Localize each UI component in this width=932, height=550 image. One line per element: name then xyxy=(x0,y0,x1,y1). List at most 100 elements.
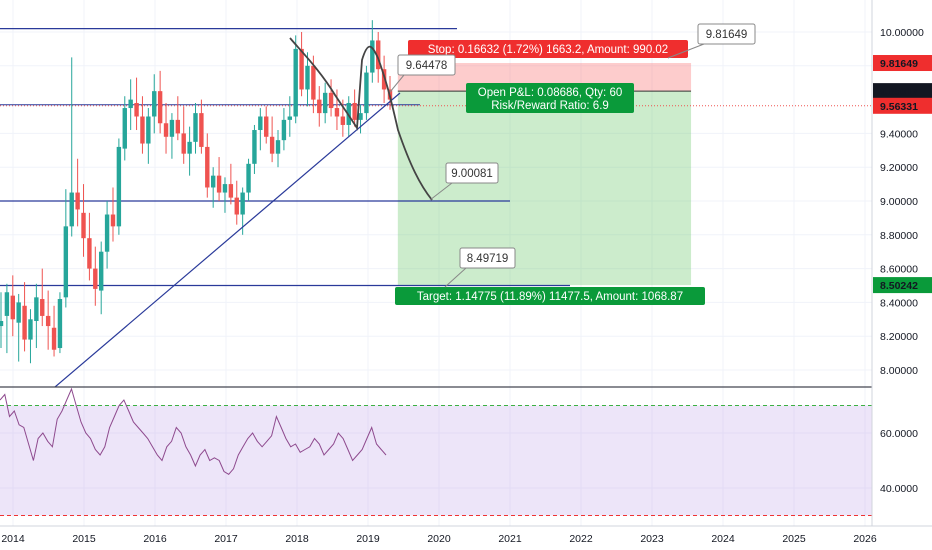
price-badge-label: 8.50242 xyxy=(880,280,918,292)
callout-pointer xyxy=(389,74,405,93)
candle-body xyxy=(87,238,92,269)
time-tick-label: 2023 xyxy=(640,533,664,545)
target-zone xyxy=(397,91,692,286)
trend-line xyxy=(54,92,401,387)
candle-body xyxy=(45,315,51,327)
position-labels: Stop: 0.16632 (1.72%) 1663.2, Amount: 99… xyxy=(389,23,756,305)
price-badge xyxy=(873,55,932,72)
candle-body xyxy=(328,92,334,109)
callout-label-bg xyxy=(397,54,456,76)
price-tick-label: 8.60000 xyxy=(880,264,918,276)
callout-label-bg xyxy=(459,247,516,269)
candle-body xyxy=(128,99,133,109)
candle-body xyxy=(205,146,210,188)
callout-pointer xyxy=(667,43,705,59)
candle-body xyxy=(0,320,4,327)
candle-body xyxy=(275,140,281,154)
time-tick-label: 2018 xyxy=(285,533,309,545)
candle-body xyxy=(358,113,363,120)
candle-body xyxy=(299,48,304,90)
candle-body xyxy=(305,65,310,90)
time-tick-label: 2019 xyxy=(356,533,380,545)
callout-label-bg xyxy=(697,23,756,45)
callout-label: 9.81649 xyxy=(706,29,748,41)
candle-body xyxy=(175,119,181,134)
candle-body xyxy=(93,268,98,289)
time-tick-label: 2014 xyxy=(1,533,25,545)
candle-body xyxy=(228,184,234,198)
candle-body xyxy=(199,113,204,147)
candle-body xyxy=(104,214,110,252)
candle-body xyxy=(376,40,381,70)
candle-body xyxy=(364,72,369,114)
candle-body xyxy=(234,197,239,215)
rsi-pane xyxy=(0,386,872,516)
candle-body xyxy=(252,130,257,164)
time-tick-label: 2026 xyxy=(853,533,877,545)
callout-pointer xyxy=(429,182,453,201)
candle-body xyxy=(216,175,222,193)
pnl-label-bg xyxy=(466,83,634,113)
callout-label-bg xyxy=(445,162,499,184)
candle-body xyxy=(134,102,139,117)
candle-body xyxy=(169,119,175,137)
candle-body xyxy=(157,91,163,124)
candle-body xyxy=(34,297,39,321)
candle-body xyxy=(57,299,63,349)
price-tick-label: 8.40000 xyxy=(880,297,918,309)
candle-body xyxy=(81,212,86,239)
candle-body xyxy=(4,292,10,316)
price-badge xyxy=(873,277,932,294)
candle-body xyxy=(152,91,157,117)
candle-body xyxy=(311,65,316,100)
candle-body xyxy=(287,116,293,120)
pnl-label: Open P&L: 0.08686, Qty: 60 xyxy=(478,87,623,99)
candle-body xyxy=(163,123,169,137)
candle-body xyxy=(240,192,245,215)
candle-body xyxy=(51,327,57,350)
time-tick-label: 2015 xyxy=(72,533,96,545)
price-badge xyxy=(873,83,932,100)
candle-body xyxy=(116,146,122,227)
candle-body xyxy=(281,119,287,141)
target-label-bg xyxy=(395,287,705,305)
risk-reward-label: Risk/Reward Ratio: 6.9 xyxy=(491,100,609,112)
candle-series xyxy=(0,20,393,364)
horizontal-levels xyxy=(0,28,872,287)
candle-body xyxy=(28,319,33,340)
projection-path xyxy=(289,37,433,201)
time-tick-label: 2016 xyxy=(143,533,167,545)
callout-label: 8.49719 xyxy=(467,253,509,265)
time-tick-label: 2020 xyxy=(427,533,451,545)
candle-body xyxy=(246,163,251,193)
price-tick-label: 9.00000 xyxy=(880,196,918,208)
candle-body xyxy=(334,108,340,117)
candle-body xyxy=(193,113,198,142)
price-tick-label: 8.20000 xyxy=(880,331,918,343)
candle-body xyxy=(22,305,27,340)
candle-body xyxy=(140,116,145,144)
candle-body xyxy=(322,92,328,114)
candle-body xyxy=(110,214,116,227)
candle-body xyxy=(187,141,192,154)
price-badge xyxy=(873,97,932,114)
rsi-tick-label: 60.0000 xyxy=(880,428,918,440)
candle-body xyxy=(352,102,357,120)
time-tick-label: 2024 xyxy=(711,533,735,545)
price-tick-label: 10.00000 xyxy=(880,27,924,39)
price-badge-label: 9.81649 xyxy=(880,58,918,70)
position-box xyxy=(397,63,692,286)
candle-body xyxy=(317,99,322,114)
candle-body xyxy=(340,116,346,125)
time-tick-label: 2021 xyxy=(498,533,522,545)
stop-label-bg xyxy=(408,40,688,58)
candle-body xyxy=(293,48,298,117)
stop-label: Stop: 0.16632 (1.72%) 1663.2, Amount: 99… xyxy=(428,44,668,56)
candle-body xyxy=(258,116,263,131)
time-tick-label: 2025 xyxy=(782,533,806,545)
candle-body xyxy=(16,302,21,323)
callout-label: 9.00081 xyxy=(451,168,493,180)
rsi-line xyxy=(0,387,387,475)
callout-label: 9.64478 xyxy=(406,60,448,72)
